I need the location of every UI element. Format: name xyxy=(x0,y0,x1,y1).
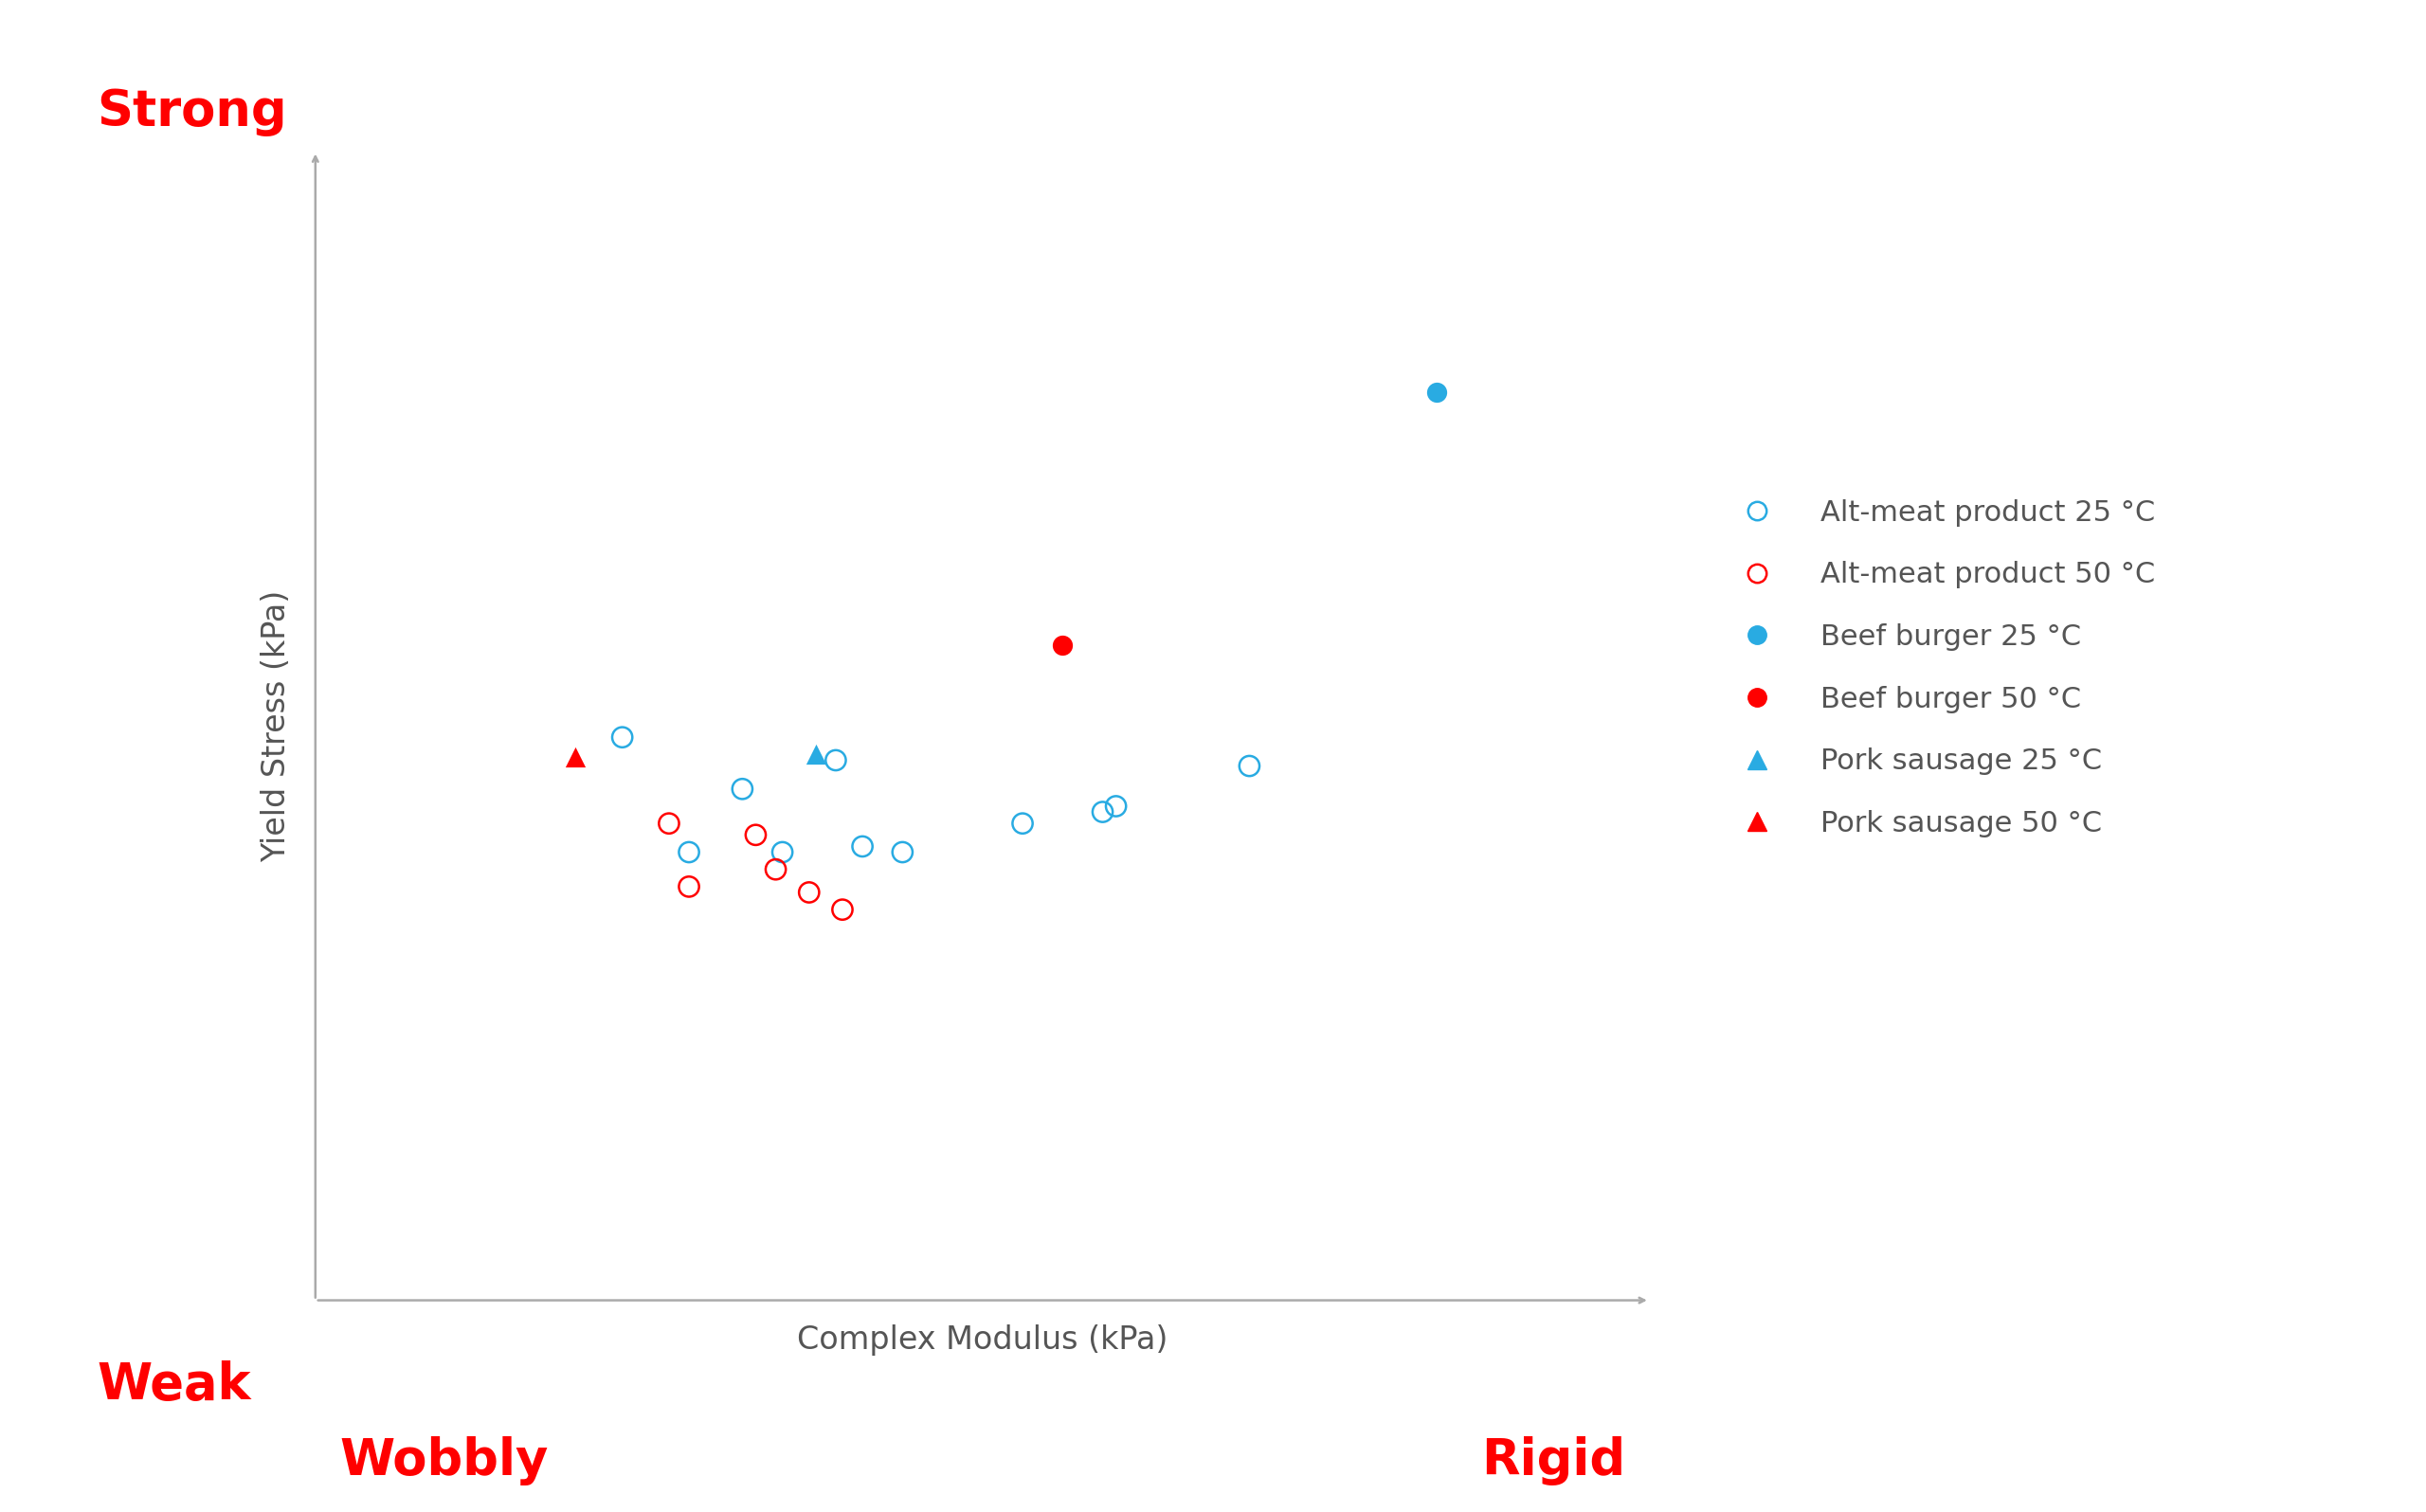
Point xyxy=(604,726,643,750)
Point xyxy=(738,823,776,847)
Point xyxy=(670,874,708,898)
Point xyxy=(1417,381,1456,405)
Y-axis label: Yield Stress (kPa): Yield Stress (kPa) xyxy=(260,590,291,862)
Point xyxy=(822,898,861,922)
Point xyxy=(1004,812,1043,836)
Point xyxy=(796,742,835,767)
Point xyxy=(815,748,856,773)
Legend: Alt-meat product 25 °C, Alt-meat product 50 °C, Beef burger 25 °C, Beef burger 5: Alt-meat product 25 °C, Alt-meat product… xyxy=(1718,487,2166,850)
Point xyxy=(1230,754,1269,779)
Point xyxy=(1084,800,1123,824)
Point xyxy=(670,841,708,865)
Point xyxy=(764,841,803,865)
X-axis label: Complex Modulus (kPa): Complex Modulus (kPa) xyxy=(798,1325,1167,1355)
Point xyxy=(791,880,830,904)
Text: Rigid: Rigid xyxy=(1482,1436,1625,1486)
Point xyxy=(1097,794,1135,818)
Text: Wobbly: Wobbly xyxy=(340,1436,548,1486)
Point xyxy=(883,841,922,865)
Point xyxy=(723,777,762,801)
Point xyxy=(844,835,883,859)
Point xyxy=(650,812,689,836)
Text: Weak: Weak xyxy=(97,1361,250,1411)
Text: Strong: Strong xyxy=(97,86,286,136)
Point xyxy=(757,857,796,881)
Point xyxy=(1043,634,1082,658)
Point xyxy=(556,745,594,770)
